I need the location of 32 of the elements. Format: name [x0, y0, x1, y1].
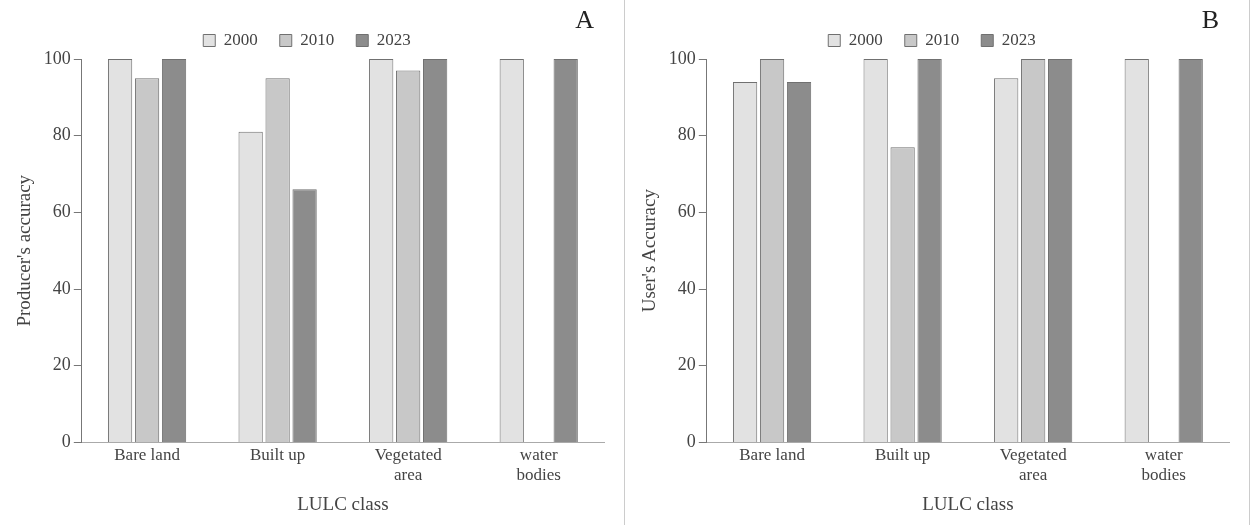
x-tick-label: Vegetated area — [374, 445, 443, 485]
legend-label: 2000 — [223, 29, 258, 49]
x-tick-label: water bodies — [1141, 445, 1186, 485]
y-tick-label: 20 — [677, 354, 696, 375]
x-tick-label: Built up — [249, 445, 306, 465]
y-tick-label: 100 — [668, 47, 696, 68]
legend-label: 2010 — [300, 29, 335, 49]
x-axis-title: LULC class — [297, 492, 389, 514]
y-tick-label: 60 — [52, 201, 71, 222]
legend-label: 2023 — [1001, 29, 1036, 49]
x-tick-label: Bare land — [114, 445, 181, 465]
y-tick-label: 0 — [61, 431, 71, 452]
x-tick-label: Built up — [874, 445, 931, 465]
legend-label: 2023 — [376, 29, 411, 49]
y-tick-label: 0 — [686, 431, 696, 452]
legend-label: 2010 — [925, 29, 960, 49]
y-tick-label: 60 — [677, 201, 696, 222]
y-tick-label: 80 — [677, 124, 696, 145]
x-axis-title: LULC class — [922, 492, 1014, 514]
x-tick-label: Vegetated area — [999, 445, 1068, 485]
y-axis-title: User's Accuracy — [638, 188, 660, 313]
y-tick-label: 100 — [43, 47, 71, 68]
y-tick-label: 40 — [677, 277, 696, 298]
y-axis-title: Producer's accuracy — [13, 174, 35, 327]
y-tick-label: 80 — [52, 124, 71, 145]
x-tick-label: water bodies — [516, 445, 561, 485]
y-tick-label: 20 — [52, 354, 71, 375]
legend-label: 2000 — [848, 29, 883, 49]
y-tick-label: 40 — [52, 277, 71, 298]
x-tick-label: Bare land — [739, 445, 806, 465]
text: B — [1201, 4, 1219, 34]
text: A — [575, 4, 595, 34]
